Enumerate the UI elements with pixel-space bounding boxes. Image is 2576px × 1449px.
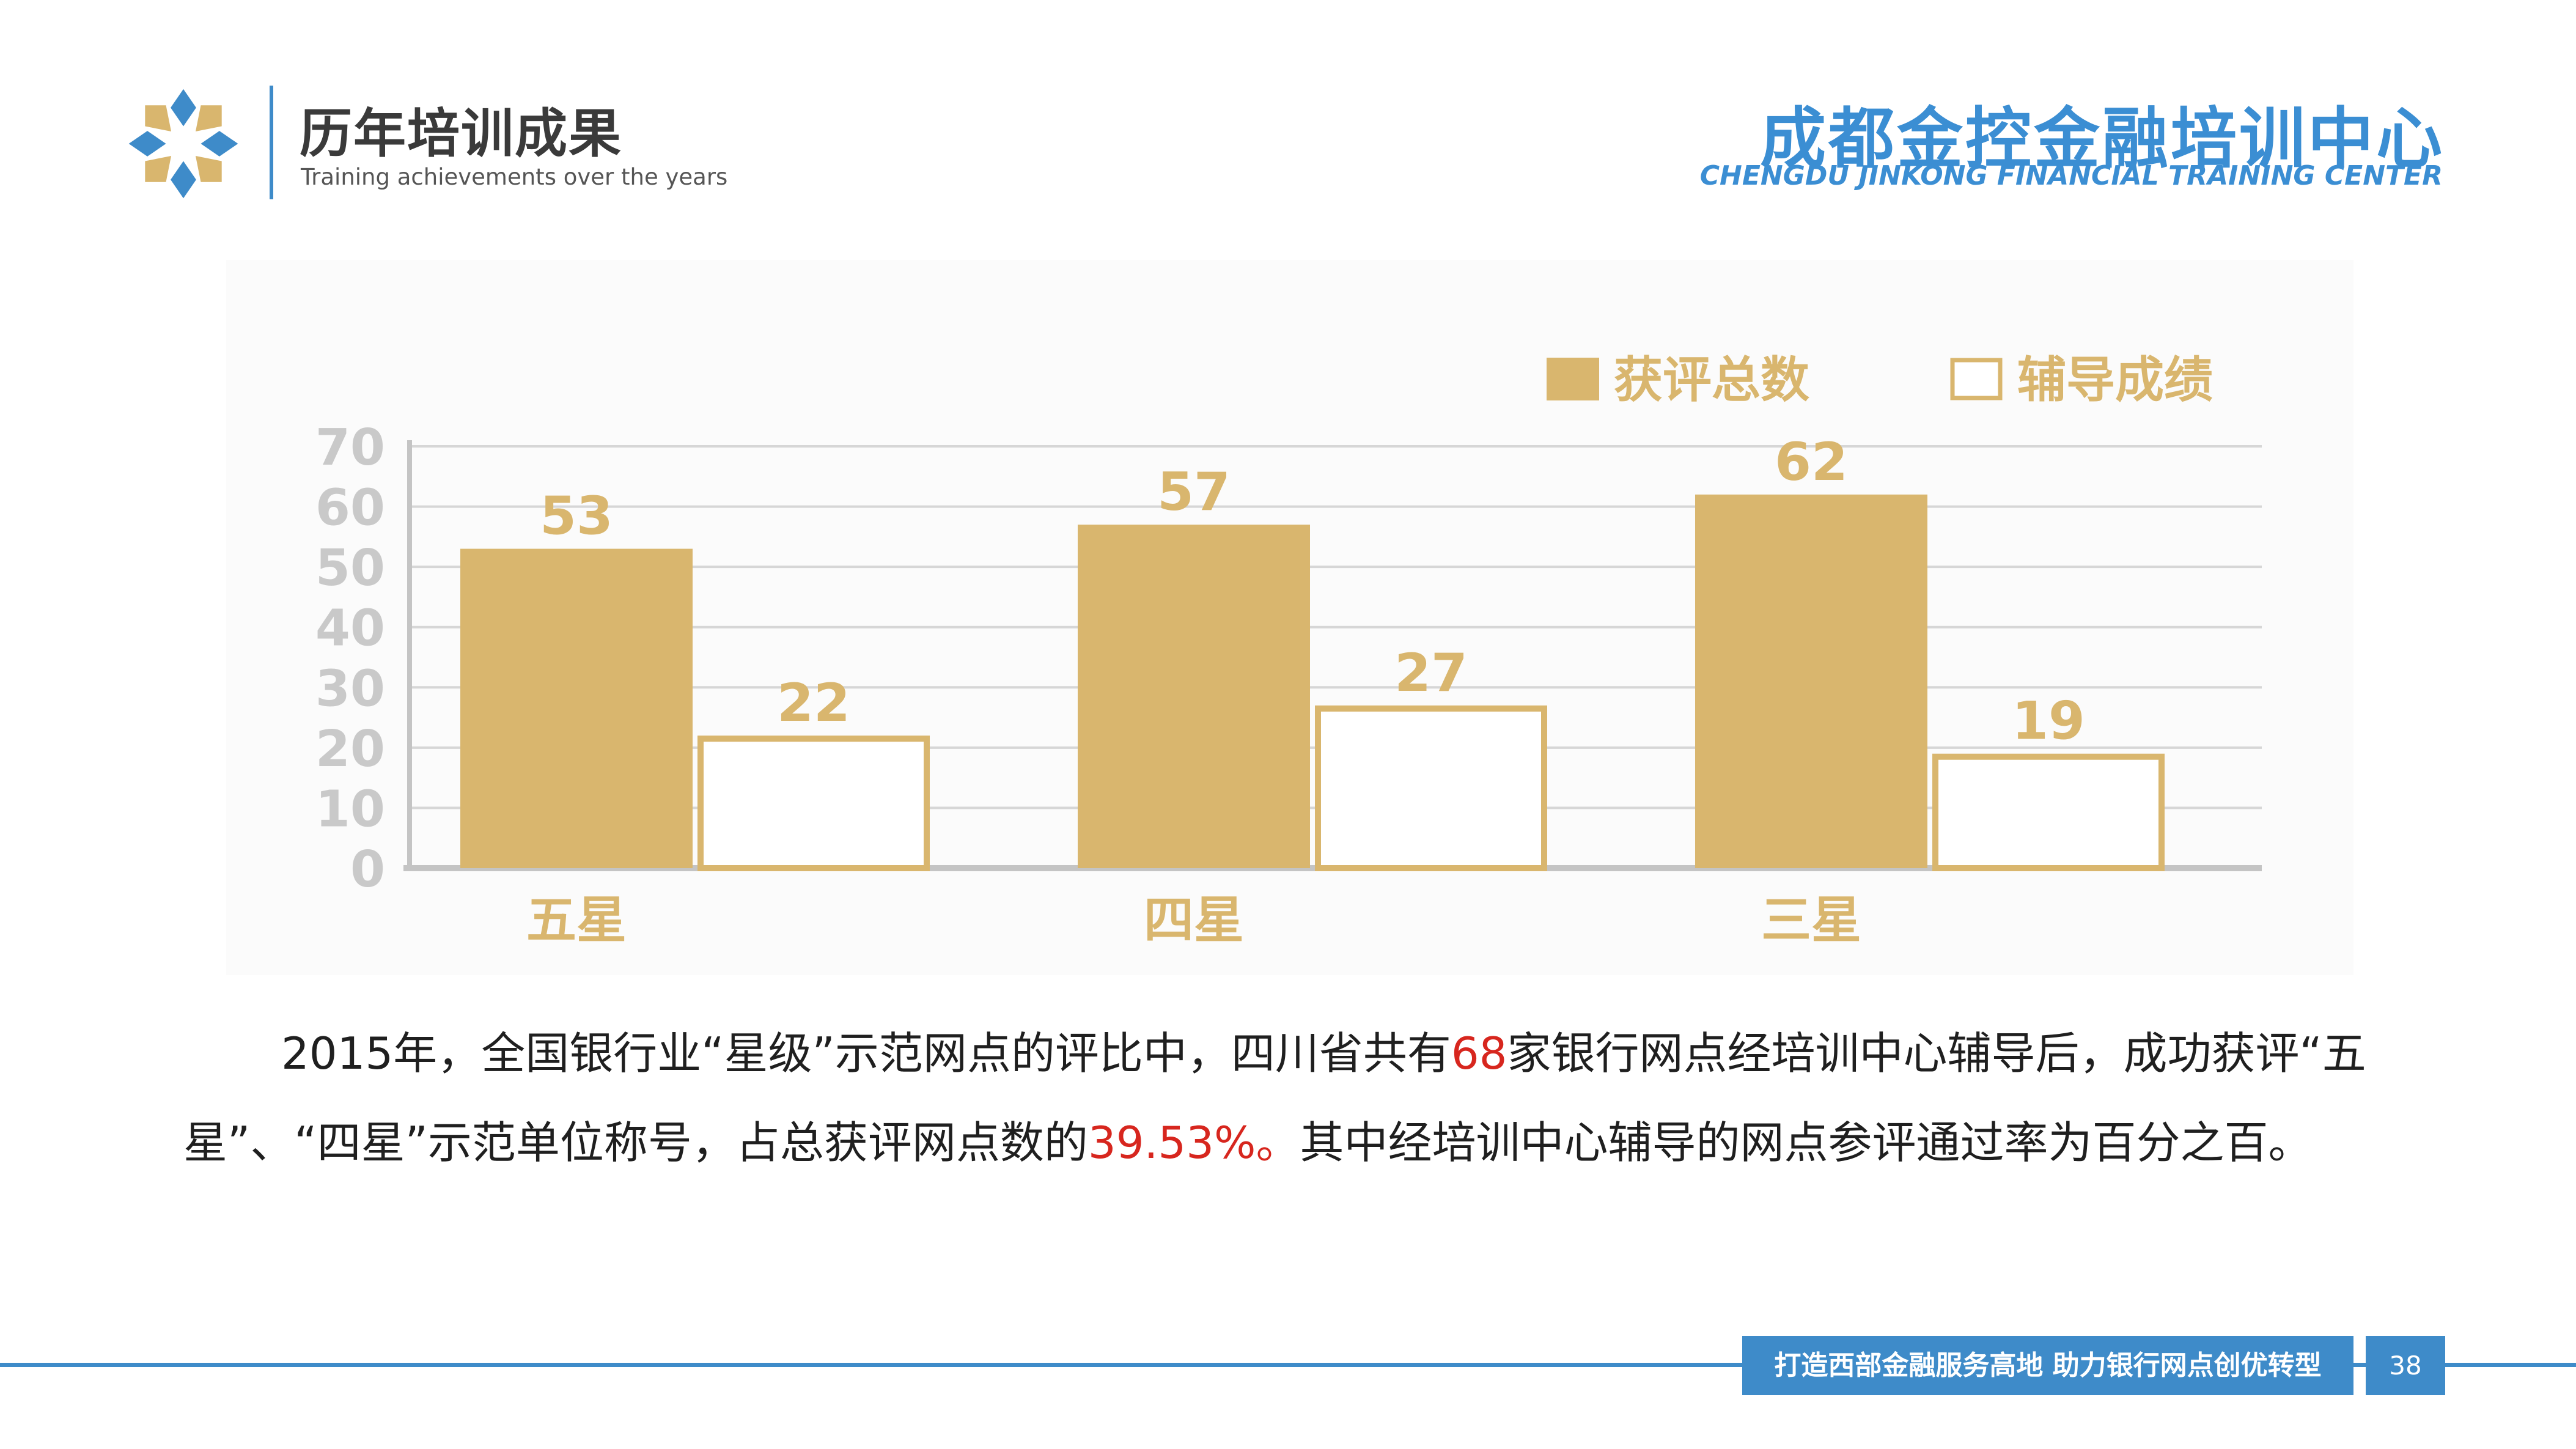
- y-tick-label: 60: [315, 479, 385, 537]
- y-tick-label: 30: [315, 660, 385, 718]
- org-name: 成都金控金融培训中心: [1759, 101, 2445, 177]
- highlight-percentage: 39.53%。: [1087, 1117, 1300, 1168]
- bar-total: [1078, 525, 1310, 868]
- data-label: 19: [2012, 691, 2085, 752]
- data-label: 53: [540, 486, 613, 547]
- x-tick-label: 四星: [1144, 891, 1244, 949]
- y-tick-label: 50: [315, 539, 385, 597]
- page-number: 38: [2366, 1336, 2445, 1395]
- data-label: 27: [1394, 643, 1468, 704]
- logo-icon: [128, 89, 238, 199]
- org-name-en: CHENGDU JINKONG FINANCIAL TRAINING CENTE…: [1699, 160, 2443, 191]
- data-label: 57: [1157, 462, 1231, 523]
- legend-label-coached: 辅导成绩: [2017, 352, 2213, 408]
- bar-coached: [1932, 753, 2165, 872]
- header-divider: [270, 86, 273, 199]
- x-tick-label: 五星: [526, 891, 627, 949]
- page-subtitle: Training achievements over the years: [301, 164, 728, 190]
- bar-coached: [1315, 705, 1547, 871]
- highlight-count: 68: [1451, 1028, 1507, 1079]
- summary-text-1: 2015年，全国银行业“星级”示范网点的评比中，四川省共有: [281, 1028, 1451, 1079]
- legend-swatch-total: [1547, 358, 1599, 400]
- bar-total: [460, 548, 693, 868]
- bar-coached: [697, 736, 930, 872]
- bar-total: [1695, 494, 1927, 868]
- legend-swatch-coached: [1950, 358, 2003, 400]
- y-tick-label: 10: [315, 780, 385, 838]
- footer-line: [0, 1363, 2576, 1367]
- summary-paragraph: 2015年，全国银行业“星级”示范网点的评比中，四川省共有68家银行网点经培训中…: [183, 1009, 2396, 1187]
- y-tick-label: 20: [315, 720, 385, 778]
- x-tick-label: 三星: [1761, 891, 1861, 949]
- page-title: 历年培训成果: [300, 103, 622, 164]
- summary-text-3: 其中经培训中心辅导的网点参评通过率为百分之百。: [1300, 1117, 2313, 1168]
- y-tick-label: 40: [315, 600, 385, 658]
- y-tick-label: 70: [315, 419, 385, 477]
- data-label: 22: [777, 673, 850, 734]
- footer-slogan: 打造西部金融服务高地 助力银行网点创优转型: [1742, 1336, 2353, 1395]
- data-label: 62: [1775, 432, 1848, 493]
- legend-label-total: 获评总数: [1614, 352, 1809, 408]
- summary-text-2: 家银行网点经培训中心辅导后，成功获评“五星”、“四星”示范单位称号，占总获评网点…: [183, 1028, 2366, 1168]
- y-tick-label: 0: [350, 841, 385, 899]
